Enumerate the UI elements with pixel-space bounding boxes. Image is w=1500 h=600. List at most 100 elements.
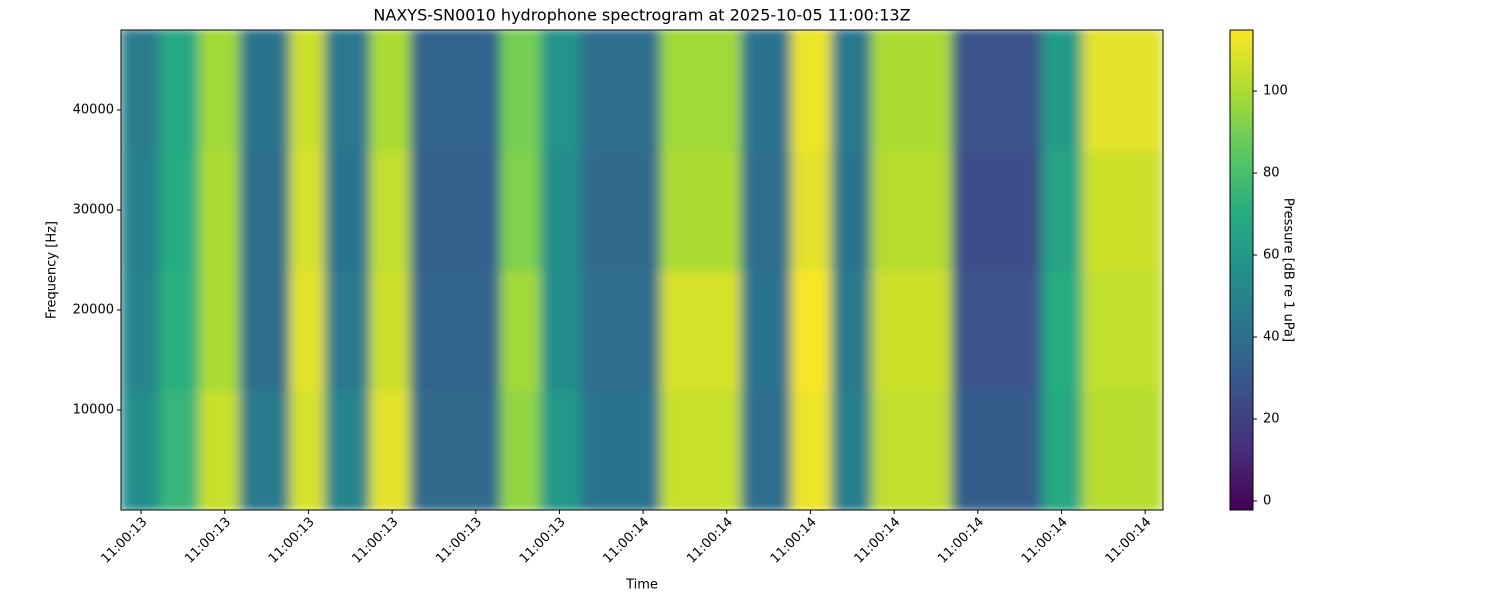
x-tick-label: 11:00:13: [350, 515, 402, 567]
x-tick-label: 11:00:13: [98, 515, 150, 567]
heatmap-cell: [199, 269, 242, 391]
heatmap-cell: [660, 389, 743, 510]
heatmap-cell: [540, 269, 583, 391]
heatmap-cell: [410, 389, 503, 510]
heatmap-cell: [324, 149, 372, 271]
heatmap-cell: [580, 269, 663, 391]
heatmap-cell: [369, 149, 413, 271]
heatmap-cell: [580, 149, 663, 271]
heatmap-cell: [540, 389, 583, 510]
heatmap-cell: [740, 389, 794, 510]
heatmap-cell: [121, 149, 162, 271]
heatmap-cell: [199, 389, 242, 510]
heatmap-cell: [660, 269, 743, 391]
heatmap-cell: [1082, 269, 1163, 391]
heatmap-cell: [239, 149, 292, 271]
heatmap-cell: [324, 269, 372, 391]
heatmap-cell: [540, 149, 583, 271]
heatmap-cell: [199, 30, 242, 151]
x-tick-label: 11:00:14: [935, 515, 987, 567]
heatmap-cell: [410, 269, 503, 391]
colorbar: [1229, 29, 1254, 511]
heatmap-cell: [239, 30, 292, 151]
heatmap-cell: [871, 149, 954, 271]
heatmap-cell: [740, 149, 794, 271]
heatmap-cell: [159, 30, 202, 151]
heatmap-cell: [791, 389, 834, 510]
heatmap-cell: [580, 389, 663, 510]
heatmap-cell: [159, 149, 202, 271]
heatmap-cell: [239, 269, 292, 391]
heatmap-cell: [410, 149, 503, 271]
heatmap-cell: [791, 30, 834, 151]
heatmap-cell: [951, 389, 1045, 510]
heatmap-cell: [831, 269, 874, 391]
heatmap-cell: [740, 30, 794, 151]
heatmap-cell: [871, 30, 954, 151]
heatmap-cell: [1042, 269, 1085, 391]
heatmap-cell: [740, 269, 794, 391]
heatmap-cell: [239, 389, 292, 510]
heatmap-cell: [369, 269, 413, 391]
colorbar-tick-label: 100: [1263, 84, 1288, 99]
colorbar-tick-label: 80: [1263, 166, 1280, 181]
y-tick-label: 10000: [73, 403, 114, 418]
x-tick-label: 11:00:14: [1103, 515, 1155, 567]
heatmap-cell: [791, 149, 834, 271]
heatmap-cell: [660, 149, 743, 271]
x-tick-label: 11:00:14: [684, 515, 736, 567]
x-tick-label: 11:00:13: [182, 515, 234, 567]
heatmap-cell: [871, 269, 954, 391]
heatmap-cell: [500, 389, 543, 510]
x-tick-label: 11:00:13: [517, 515, 569, 567]
plot-frame: [120, 29, 1164, 511]
x-tick-label: 11:00:13: [266, 515, 318, 567]
heatmap-cell: [1042, 30, 1085, 151]
heatmap-cell: [289, 149, 327, 271]
heatmap-cell: [1082, 389, 1163, 510]
heatmap-cell: [289, 389, 327, 510]
chart-title: NAXYS-SN0010 hydrophone spectrogram at 2…: [373, 6, 910, 25]
heatmap-cell: [159, 269, 202, 391]
colorbar-tick-label: 40: [1263, 330, 1280, 345]
heatmap-cell: [1042, 149, 1085, 271]
x-tick-label: 11:00:14: [768, 515, 820, 567]
heatmap-cell: [410, 30, 503, 151]
heatmap-cell: [500, 269, 543, 391]
heatmap-cell: [500, 149, 543, 271]
colorbar-tick-label: 20: [1263, 412, 1280, 427]
x-tick-label: 11:00:13: [433, 515, 485, 567]
heatmap-cell: [121, 389, 162, 510]
y-tick-label: 30000: [73, 203, 114, 218]
heatmap-cell: [369, 389, 413, 510]
heatmap-cell: [289, 30, 327, 151]
colorbar-tick-label: 60: [1263, 248, 1280, 263]
y-axis-label: Frequency [Hz]: [45, 221, 60, 319]
heatmap-cell: [289, 269, 327, 391]
heatmap-cell: [1082, 149, 1163, 271]
heatmap-cell: [199, 149, 242, 271]
heatmap-cell: [1082, 30, 1163, 151]
heatmap-cell: [871, 389, 954, 510]
colorbar-label: Pressure [dB re 1 uPa]: [1281, 198, 1296, 342]
heatmap-cell: [951, 149, 1045, 271]
x-tick-label: 11:00:14: [1019, 515, 1071, 567]
x-tick-label: 11:00:14: [852, 515, 904, 567]
heatmap-cell: [831, 389, 874, 510]
heatmap-cell: [951, 269, 1045, 391]
heatmap: [121, 30, 1163, 510]
heatmap-cell: [1042, 389, 1085, 510]
heatmap-cell: [121, 269, 162, 391]
x-axis-label: Time: [625, 578, 658, 593]
heatmap-cell: [791, 269, 834, 391]
heatmap-cell: [831, 30, 874, 151]
heatmap-cell: [580, 30, 663, 151]
heatmap-cell: [540, 30, 583, 151]
y-tick-label: 20000: [73, 303, 114, 318]
heatmap-cell: [500, 30, 543, 151]
heatmap-cell: [159, 389, 202, 510]
x-tick-label: 11:00:14: [601, 515, 653, 567]
heatmap-cells: [121, 30, 1163, 510]
heatmap-cell: [951, 30, 1045, 151]
